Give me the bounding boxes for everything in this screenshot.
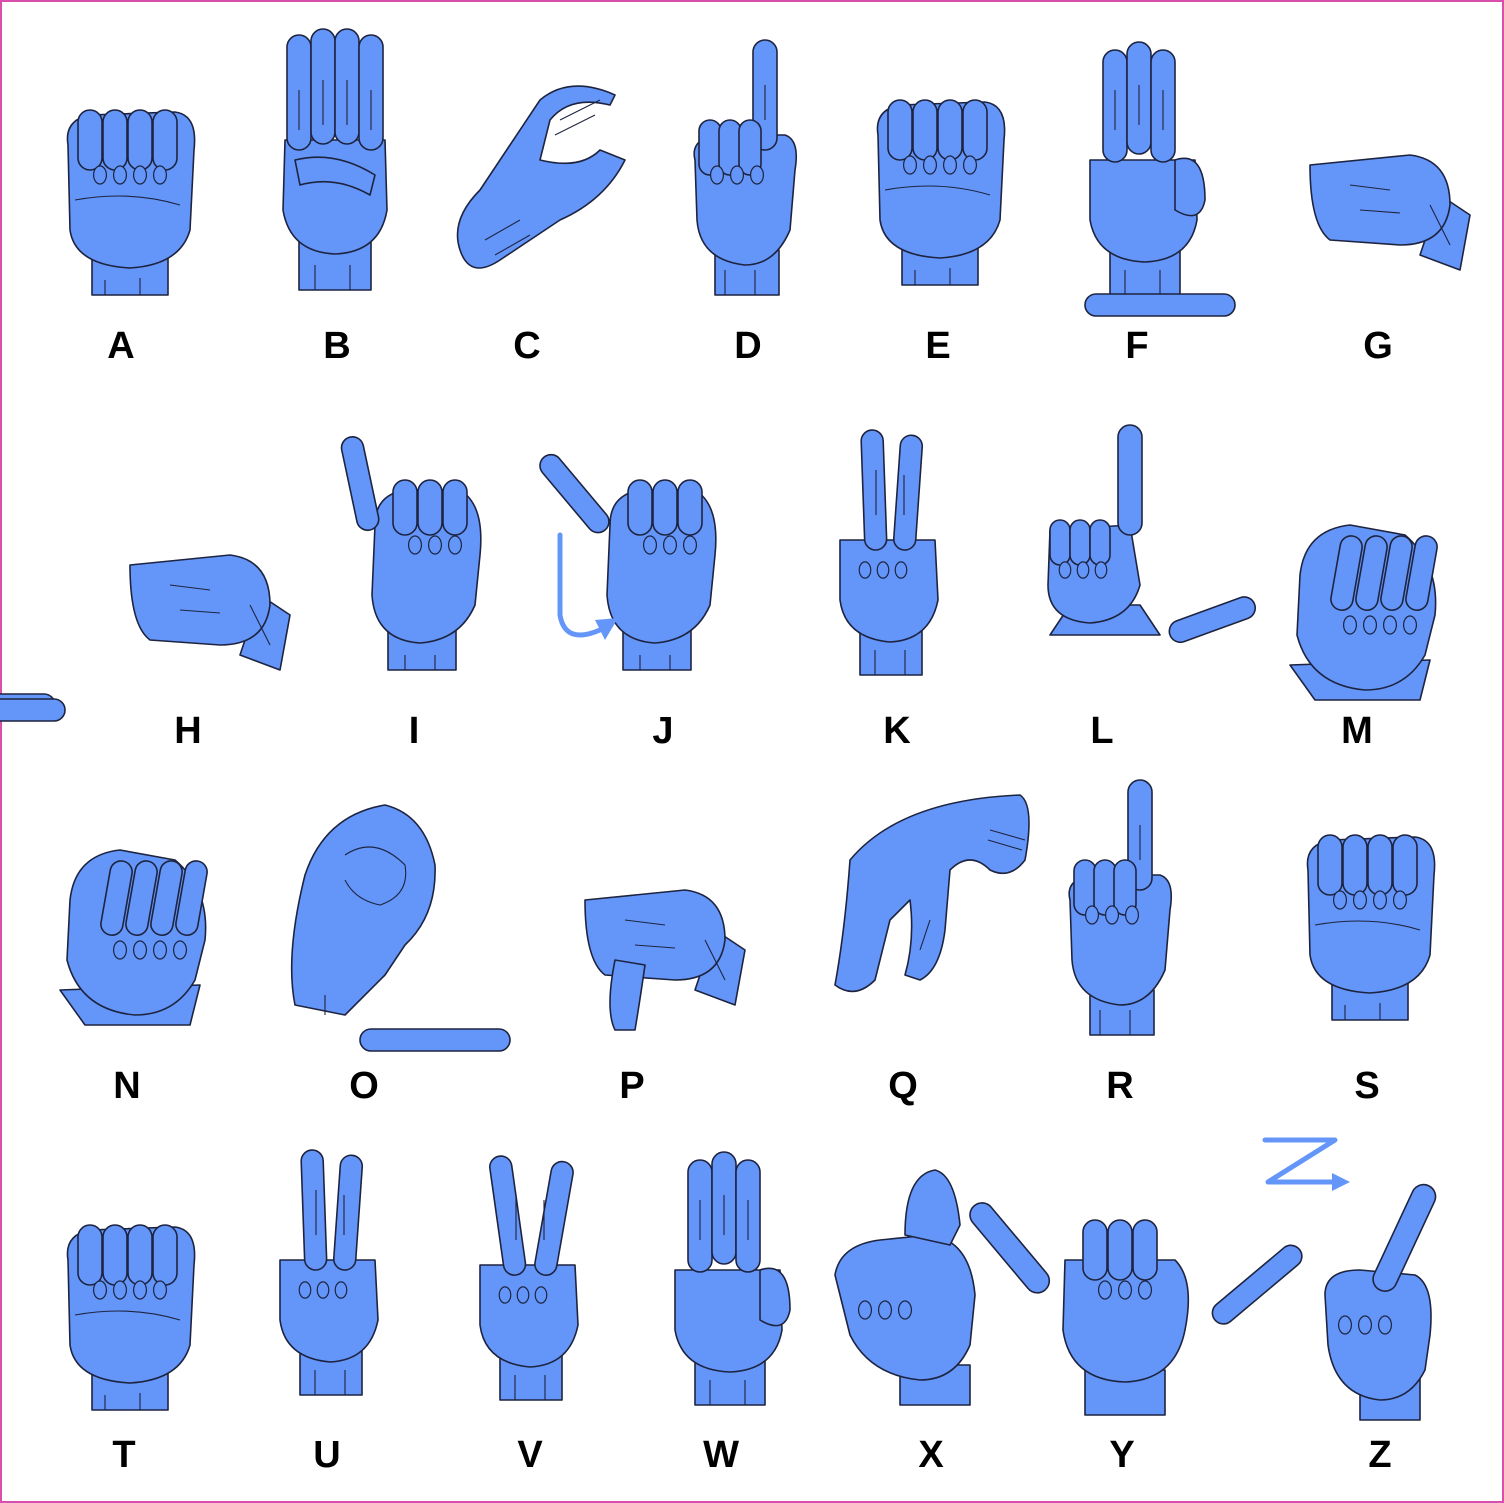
letter-label-i: I [409, 710, 420, 752]
letter-label-v: V [517, 1434, 543, 1476]
h-handshape-icon [0, 554, 291, 722]
letter-label-l: L [1090, 710, 1113, 752]
f-handshape-icon [1089, 41, 1206, 296]
b-handshape-icon [282, 28, 388, 291]
z-handshape-icon [1324, 1183, 1437, 1421]
letter-label-w: W [703, 1434, 739, 1476]
letter-label-p: P [619, 1065, 644, 1107]
w-handshape-icon [674, 1151, 791, 1406]
handshape-grid [0, 28, 1471, 1421]
m-handshape-icon [1289, 524, 1438, 701]
letter-label-g: G [1363, 325, 1393, 367]
n-handshape-icon [59, 849, 208, 1026]
q-handshape-icon [834, 794, 1030, 993]
j-handshape-icon [539, 453, 717, 671]
l-handshape-icon [1047, 424, 1257, 644]
letter-label-o: O [349, 1065, 379, 1107]
z-motion-arrow-icon [1262, 1137, 1350, 1191]
letter-label-q: Q [888, 1065, 918, 1107]
letter-label-s: S [1354, 1065, 1379, 1107]
letter-label-r: R [1106, 1065, 1133, 1107]
y-handshape-icon [969, 1202, 1303, 1416]
i-handshape-icon [340, 436, 482, 671]
g-handshape-icon [1084, 154, 1471, 317]
motion-marks [557, 532, 1350, 1191]
letter-label-z: Z [1368, 1434, 1391, 1476]
letter-label-u: U [313, 1434, 340, 1476]
letter-label-y: Y [1109, 1434, 1134, 1476]
letter-label-x: X [918, 1434, 944, 1476]
d-handshape-icon [693, 39, 798, 296]
p-handshape-icon [359, 889, 746, 1052]
letter-labels: A B C D E F G H I J K L M N O P Q R S T U V W X Y Z [107, 325, 1393, 1476]
s-handshape-icon [1306, 834, 1436, 1021]
letter-label-n: N [113, 1065, 140, 1107]
letter-label-e: E [925, 325, 950, 367]
o-handshape-icon [290, 804, 436, 1016]
letter-label-c: C [513, 325, 540, 367]
letter-label-m: M [1341, 710, 1373, 752]
e-handshape-icon [876, 99, 1006, 286]
x-handshape-icon [834, 1169, 976, 1406]
letter-label-h: H [174, 710, 201, 752]
letter-label-a: A [107, 325, 134, 367]
c-handshape-icon [456, 85, 626, 269]
u-handshape-icon [279, 1149, 379, 1396]
r-handshape-icon [1068, 779, 1173, 1036]
k-handshape-icon [839, 429, 939, 676]
letter-label-d: D [734, 325, 761, 367]
letter-label-b: B [323, 325, 350, 367]
v-handshape-icon [479, 1155, 579, 1401]
letter-label-j: J [652, 710, 673, 752]
a-handshape-icon [66, 109, 196, 296]
j-motion-arrow-icon [557, 532, 618, 640]
letter-label-k: K [883, 710, 911, 752]
t-handshape-icon [66, 1224, 196, 1411]
letter-label-t: T [112, 1434, 135, 1476]
letter-label-f: F [1125, 325, 1148, 367]
